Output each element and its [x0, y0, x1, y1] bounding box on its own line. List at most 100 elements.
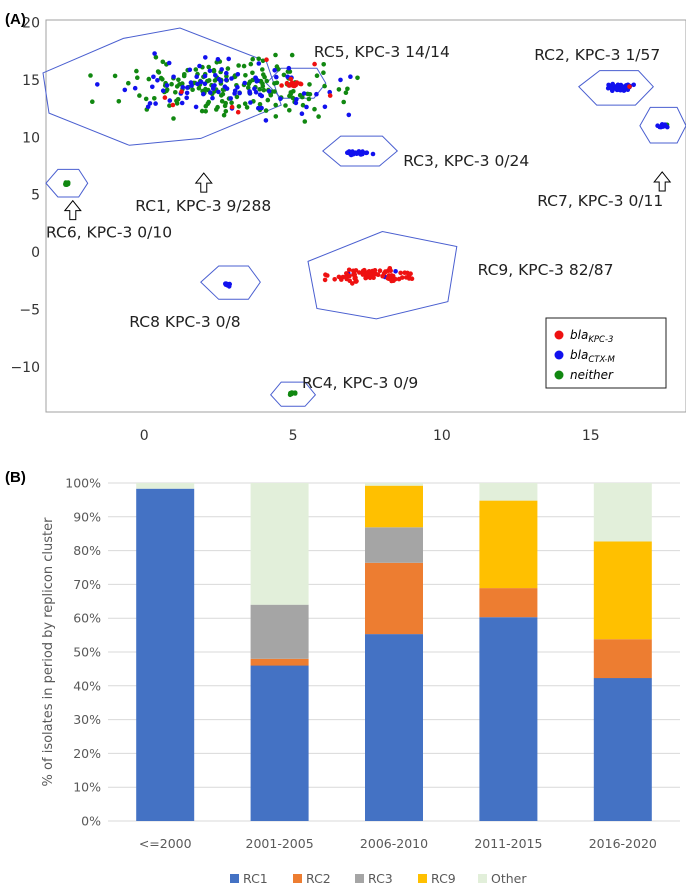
- scatter-point-neither: [244, 105, 250, 110]
- scatter-point-neither: [274, 64, 280, 69]
- scatter-point-neither: [112, 73, 118, 79]
- legend-label-other: Other: [491, 871, 527, 886]
- scatter-point-ctxm: [194, 74, 199, 79]
- scatter-point-ctxm: [299, 111, 305, 116]
- x-tick-label: 15: [582, 428, 600, 444]
- scatter-point-kpc3: [235, 109, 241, 115]
- scatter-point-ctxm: [301, 91, 307, 96]
- scatter-point-ctxm: [213, 73, 218, 78]
- legend-label-rc2: RC2: [306, 871, 331, 886]
- stacked-bars: [136, 483, 652, 821]
- scatter-point-neither: [223, 100, 228, 106]
- scatter-point-ctxm: [229, 76, 234, 81]
- scatter-point-neither: [306, 96, 312, 102]
- scatter-point-kpc3: [312, 61, 317, 67]
- bar-segment-other: [250, 483, 309, 605]
- scatter-point-ctxm: [294, 97, 299, 102]
- scatter-point-ctxm: [145, 104, 151, 110]
- cluster-label-rc7: RC7, KPC-3 0/11: [537, 192, 663, 210]
- bar-segment-other: [136, 483, 195, 489]
- scatter-point-ctxm: [259, 105, 264, 111]
- scatter-point-ctxm: [160, 88, 166, 93]
- scatter-point-ctxm: [354, 151, 359, 156]
- scatter-point-neither: [65, 180, 71, 185]
- cluster-hull-rc1: [42, 27, 282, 146]
- scatter-point-neither: [203, 103, 209, 109]
- bar-segment-rc1: [250, 665, 309, 821]
- scatter-point-kpc3: [360, 268, 366, 274]
- scatter-point-neither: [146, 76, 152, 82]
- scatter-point-neither: [190, 87, 195, 92]
- scatter-point-ctxm: [237, 90, 242, 96]
- scatter-point-neither: [196, 85, 202, 91]
- scatter-point-kpc3: [279, 83, 284, 88]
- legend-swatch-rc1: [230, 874, 239, 883]
- scatter-point-ctxm: [235, 85, 240, 90]
- bar-segment-other: [365, 483, 423, 486]
- bar-segment-other: [479, 483, 538, 501]
- scatter-point-ctxm: [327, 89, 333, 95]
- scatter-point-kpc3: [402, 270, 408, 276]
- scatter-point-ctxm: [224, 86, 230, 91]
- scatter-point-ctxm: [184, 95, 189, 101]
- x-tick-label: 2016-2020: [589, 836, 657, 851]
- scatter-point-kpc3: [179, 89, 184, 94]
- x-tick-label: 5: [289, 428, 298, 444]
- bar-segment-rc1: [593, 678, 652, 821]
- legend-label-rc1: RC1: [243, 871, 268, 886]
- scatter-point-ctxm: [187, 67, 193, 73]
- y-tick-label: −5: [19, 303, 40, 319]
- x-tick-label: 10: [433, 428, 451, 444]
- cluster-label-rc9: RC9, KPC-3 82/87: [478, 261, 614, 279]
- scatter-point-kpc3: [388, 268, 394, 274]
- scatter-point-kpc3: [377, 268, 383, 274]
- scatter-point-ctxm: [322, 104, 328, 110]
- scatter-point-neither: [322, 83, 327, 89]
- scatter-point-neither: [250, 70, 255, 76]
- scatter-point-kpc3: [289, 80, 295, 86]
- scatter-point-ctxm: [216, 89, 221, 95]
- y-tick-label: 0: [31, 245, 40, 261]
- scatter-point-neither: [206, 64, 211, 70]
- legend-label-rc9: RC9: [431, 871, 456, 886]
- scatter-point-ctxm: [242, 80, 247, 86]
- scatter-point-neither: [220, 91, 226, 97]
- scatter-point-kpc3: [372, 268, 378, 273]
- scatter-point-ctxm: [211, 83, 216, 89]
- scatter-point-kpc3: [389, 273, 394, 278]
- cluster-label-rc1: RC1, KPC-3 9/288: [135, 197, 271, 215]
- scatter-point-ctxm: [228, 96, 233, 101]
- scatter-point-ctxm: [370, 151, 376, 157]
- scatter-point-ctxm: [226, 284, 232, 289]
- scatter-point-ctxm: [202, 73, 208, 79]
- scatter-point-neither: [158, 75, 164, 81]
- cluster-hull-rc9: [307, 230, 458, 320]
- scatter-point-neither: [199, 108, 205, 114]
- scatter-point-kpc3: [371, 275, 376, 281]
- scatter-point-kpc3: [396, 276, 402, 282]
- scatter-point-ctxm: [232, 88, 238, 94]
- legend-entry: blaKPC-3: [570, 328, 613, 345]
- scatter-point-ctxm: [153, 101, 158, 106]
- cluster-label-rc3: RC3, KPC-3 0/24: [403, 152, 529, 170]
- scatter-point-neither: [164, 87, 170, 92]
- scatter-point-ctxm: [314, 91, 319, 97]
- scatter-point-kpc3: [357, 270, 362, 275]
- scatter-point-kpc3: [363, 275, 368, 281]
- scatter-point-neither: [289, 52, 295, 58]
- scatter-point-neither: [336, 87, 342, 92]
- scatter-point-ctxm: [274, 74, 279, 80]
- bar-segment-rc9: [479, 500, 538, 589]
- legend-marker: [554, 370, 564, 380]
- scatter-point-ctxm: [132, 85, 138, 91]
- scatter-point-ctxm: [210, 95, 215, 101]
- y-tick-label: 90%: [73, 509, 101, 524]
- scatter-point-neither: [126, 80, 131, 86]
- scatter-point-neither: [241, 63, 247, 69]
- scatter-point-neither: [236, 104, 242, 109]
- scatter-point-ctxm: [226, 56, 231, 62]
- scatter-point-neither: [287, 108, 292, 113]
- scatter-point-kpc3: [284, 80, 290, 86]
- scatter-point-ctxm: [223, 281, 228, 287]
